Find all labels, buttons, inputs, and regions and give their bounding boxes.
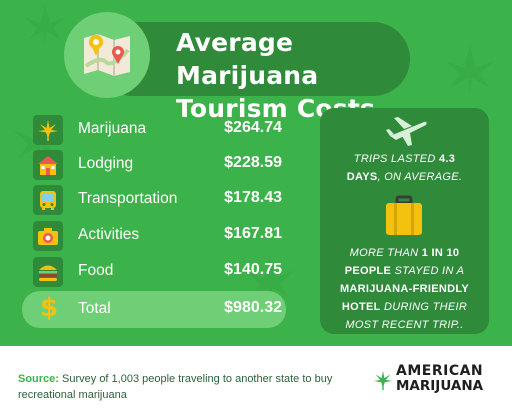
camera-icon <box>38 228 58 245</box>
brand-leaf-icon <box>373 370 393 391</box>
house-icon <box>38 156 58 175</box>
cost-row-marijuana: Marijuana $264.74 <box>28 115 282 145</box>
stay-text-e: DURING THEIR <box>380 301 468 313</box>
trip-days: 4.3 <box>439 153 456 165</box>
burger-icon <box>39 265 57 281</box>
title-line-1: Average Marijuana <box>176 28 319 90</box>
hotel-stay-text: MORE THAN 1 IN 10 PEOPLE STAYED IN A MAR… <box>324 244 485 334</box>
stay-highlight-b: PEOPLE <box>344 265 392 277</box>
suitcase-icon <box>386 195 422 235</box>
icon-box <box>33 221 63 251</box>
cannabis-leaf-icon <box>38 120 58 141</box>
icon-box <box>33 150 63 180</box>
trip-length-text: TRIPS LASTED 4.3 DAYS, ON AVERAGE. <box>324 150 485 186</box>
brand-line-1: AMERICAN <box>396 363 484 379</box>
source-note: Source: Survey of 1,003 people traveling… <box>18 371 338 403</box>
cost-label: Transportation <box>78 190 178 207</box>
stay-text-c: MARIJUANA-FRIENDLY <box>339 283 470 295</box>
cost-value: $264.74 <box>224 119 282 136</box>
source-label: Source: <box>18 373 59 385</box>
airplane-icon <box>386 117 427 146</box>
trip-text-c: , ON AVERAGE. <box>377 171 463 183</box>
bus-icon <box>40 191 56 210</box>
cost-value: $140.75 <box>224 261 282 278</box>
icon-box <box>33 115 63 145</box>
map-icon <box>84 34 130 76</box>
stay-highlight-a: 1 IN 10 <box>421 247 460 259</box>
source-text: Survey of 1,003 people traveling to anot… <box>18 373 333 401</box>
stay-text-b: STAYED IN A <box>391 265 465 277</box>
icon-box <box>33 257 63 287</box>
total-row-content: Total $980.32 <box>28 295 282 325</box>
cost-row-lodging: Lodging $228.59 <box>28 150 282 180</box>
total-label: Total <box>78 300 111 317</box>
background-leaf-icon <box>24 4 66 46</box>
cost-label: Food <box>78 262 114 279</box>
cost-row-activities: Activities $167.81 <box>28 221 282 251</box>
stay-text-f: MOST RECENT TRIP.. <box>345 319 464 331</box>
cost-label: Lodging <box>78 155 134 172</box>
stay-text-d: HOTEL <box>341 301 381 313</box>
brand-line-2: MARIJUANA <box>396 378 484 394</box>
map-badge <box>64 12 150 98</box>
brand-logo: AMERICAN MARIJUANA <box>396 364 483 394</box>
cost-label: Marijuana <box>78 120 147 137</box>
total-row <box>22 291 286 328</box>
trip-text-a: TRIPS LASTED <box>353 153 439 165</box>
cost-value: $178.43 <box>224 189 282 206</box>
total-value: $980.32 <box>224 299 282 316</box>
cost-value: $167.81 <box>224 225 282 242</box>
cost-value: $228.59 <box>224 154 282 171</box>
dollar-sign-icon: $ <box>40 293 59 323</box>
cost-row-transportation: Transportation $178.43 <box>28 185 282 215</box>
icon-box <box>33 185 63 215</box>
trip-text-b: DAYS <box>346 171 378 183</box>
stay-text-a: MORE THAN <box>349 247 422 259</box>
cost-label: Activities <box>78 226 140 243</box>
cost-row-food: Food $140.75 <box>28 257 282 287</box>
footer: Source: Survey of 1,003 people traveling… <box>0 346 512 414</box>
background-leaf-icon <box>445 45 495 95</box>
